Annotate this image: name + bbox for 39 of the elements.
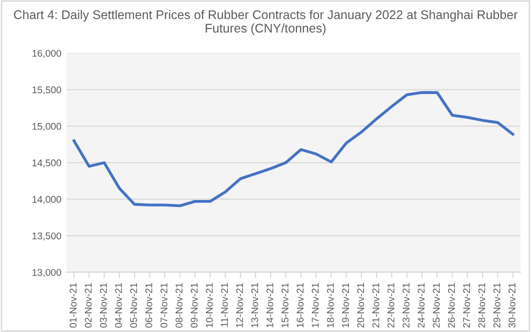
x-tick-label: 17-Nov-21 — [312, 283, 319, 328]
x-tick-label: 04-Nov-21 — [115, 283, 122, 328]
x-tick-label: 15-Nov-21 — [282, 283, 288, 328]
x-tick-label: 23-Nov-21 — [402, 283, 410, 328]
x-tick-label: 16-Nov-21 — [296, 283, 304, 328]
x-tick-label: 19-Nov-21 — [342, 283, 349, 328]
x-tick-label: 30-Nov-21 — [508, 283, 516, 328]
chart-title: Chart 4: Daily Settlement Prices of Rubber Contracts for January 2022 at Shanghai Rubber Futures (CNY/tonnes) — [14, 10, 518, 36]
x-tick-label: 14-Nov-21 — [266, 283, 274, 328]
x-tick-label: 27-Nov-21 — [463, 283, 470, 328]
x-tick-label: 05-Nov-21 — [130, 283, 138, 328]
x-tick-label: 10-Nov-21 — [206, 283, 213, 328]
x-tick-label: 24-Nov-21 — [418, 283, 425, 328]
y-tick-label: 14,500 — [32, 159, 62, 168]
y-tick-label: 16,000 — [32, 50, 62, 58]
x-tick-label: 02-Nov-21 — [84, 283, 92, 328]
x-tick-label: 21-Nov-21 — [372, 283, 380, 328]
x-tick-label: 29-Nov-21 — [493, 283, 500, 328]
y-tick-label: 15,500 — [32, 86, 62, 94]
x-tick-label: 11-Nov-21 — [221, 283, 228, 327]
x-tick-label: 12-Nov-21 — [236, 283, 244, 328]
x-tick-label: 22-Nov-21 — [387, 283, 394, 328]
x-tick-label: 26-Nov-21 — [448, 283, 455, 328]
x-tick-label: 18-Nov-21 — [326, 283, 334, 328]
x-tick-label: 01-Nov-21 — [70, 283, 77, 328]
x-tick-label: 28-Nov-21 — [478, 283, 486, 328]
y-tick-label: 13,000 — [32, 268, 62, 278]
y-tick-label: 13,500 — [32, 232, 62, 240]
x-tick-label: 06-Nov-21 — [145, 283, 152, 328]
x-tick-label: 07-Nov-21 — [160, 283, 168, 328]
x-tick-label: 09-Nov-21 — [190, 283, 198, 328]
x-tick-label: 20-Nov-21 — [357, 283, 364, 328]
line-series — [72, 91, 514, 208]
x-tick-label: 03-Nov-21 — [100, 283, 107, 328]
x-tick-label: 13-Nov-21 — [251, 283, 258, 328]
x-tick-label: 25-Nov-21 — [432, 283, 440, 328]
y-tick-label: 15,000 — [32, 122, 62, 131]
y-tick-label: 14,000 — [32, 196, 62, 204]
x-tick-label: 08-Nov-21 — [176, 283, 182, 328]
